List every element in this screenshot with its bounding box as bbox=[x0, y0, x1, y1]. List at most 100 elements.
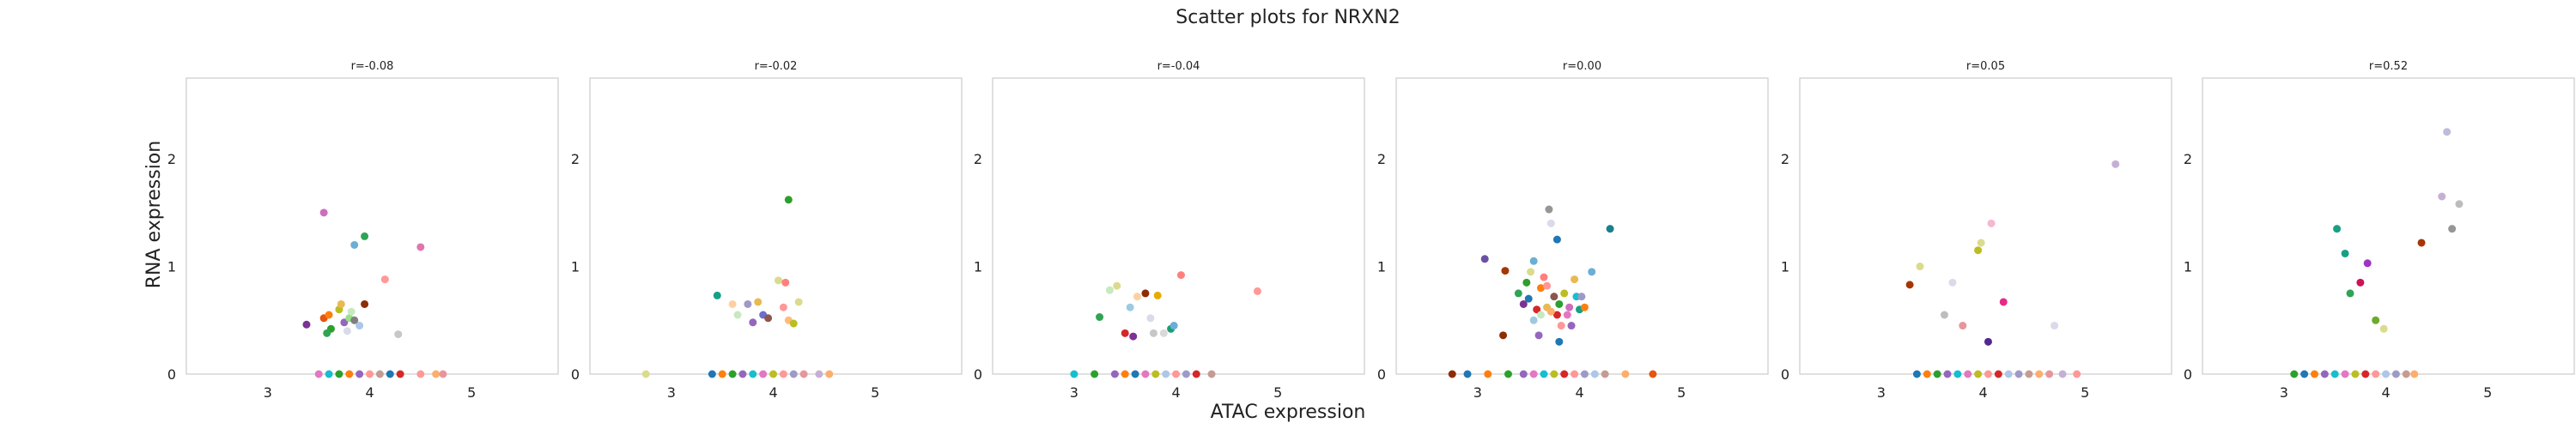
data-point bbox=[1923, 370, 1931, 378]
data-point bbox=[799, 370, 808, 378]
data-point bbox=[350, 240, 359, 249]
data-point bbox=[1527, 268, 1535, 276]
data-point bbox=[1113, 281, 1121, 290]
data-point bbox=[781, 278, 790, 287]
data-point bbox=[1943, 370, 1952, 378]
data-point bbox=[323, 329, 331, 337]
data-point bbox=[1552, 235, 1561, 244]
x-tick-label: 5 bbox=[871, 384, 879, 401]
data-point bbox=[754, 298, 762, 306]
data-point bbox=[789, 319, 798, 328]
data-point bbox=[2300, 370, 2309, 378]
data-point bbox=[396, 370, 404, 378]
data-point bbox=[2341, 249, 2349, 257]
y-tick-label: 1 bbox=[1377, 259, 1386, 275]
x-tick-label: 3 bbox=[1473, 384, 1482, 401]
y-tick-label: 1 bbox=[974, 259, 982, 275]
data-point bbox=[1129, 332, 1138, 341]
y-tick-label: 0 bbox=[1377, 366, 1386, 383]
data-point bbox=[439, 370, 447, 378]
data-point bbox=[2417, 239, 2426, 247]
data-point bbox=[718, 370, 726, 378]
data-point bbox=[769, 370, 778, 378]
data-point bbox=[1550, 293, 1558, 301]
data-point bbox=[2073, 370, 2081, 378]
data-point bbox=[779, 303, 787, 311]
data-point bbox=[2058, 370, 2067, 378]
data-point bbox=[2045, 370, 2054, 378]
data-point bbox=[375, 370, 384, 378]
data-point bbox=[2351, 370, 2360, 378]
data-point bbox=[1536, 311, 1545, 319]
data-point bbox=[1905, 281, 1914, 289]
data-point bbox=[1580, 303, 1589, 311]
data-point bbox=[1463, 370, 1472, 378]
data-point bbox=[1146, 314, 1155, 323]
plot-area bbox=[1799, 77, 2172, 375]
data-point bbox=[2438, 192, 2446, 201]
x-tick-label: 3 bbox=[1877, 384, 1886, 401]
data-point bbox=[1580, 370, 1589, 378]
data-point bbox=[784, 196, 793, 204]
data-point bbox=[1253, 287, 1261, 295]
data-point bbox=[1984, 370, 1992, 378]
data-point bbox=[2372, 370, 2380, 378]
y-tick-label: 2 bbox=[2184, 151, 2192, 167]
data-point bbox=[416, 243, 425, 251]
y-tick-label: 2 bbox=[167, 151, 176, 167]
data-point bbox=[1567, 322, 1576, 330]
data-point bbox=[1588, 268, 1596, 276]
data-point bbox=[1504, 370, 1512, 378]
plot-area bbox=[2202, 77, 2575, 375]
data-point bbox=[1571, 370, 1579, 378]
x-tick-label: 4 bbox=[1171, 384, 1180, 401]
data-point bbox=[764, 314, 773, 323]
y-tick-label: 0 bbox=[167, 366, 176, 383]
data-point bbox=[779, 370, 787, 378]
data-point bbox=[738, 370, 747, 378]
data-point bbox=[749, 318, 757, 327]
data-point bbox=[1519, 299, 1528, 308]
data-point bbox=[744, 299, 752, 308]
data-point bbox=[1141, 289, 1150, 298]
data-point bbox=[1110, 370, 1119, 378]
data-point bbox=[1560, 370, 1569, 378]
data-point bbox=[2448, 225, 2457, 233]
x-tick-label: 5 bbox=[1273, 384, 1282, 401]
scatter-panel: r=-0.02 3 4 5 0 1 2 bbox=[571, 60, 963, 401]
data-point bbox=[1948, 278, 1957, 287]
data-point bbox=[794, 298, 803, 306]
data-point bbox=[1953, 370, 1962, 378]
data-point bbox=[2320, 370, 2329, 378]
data-point bbox=[1555, 299, 1564, 308]
data-point bbox=[2333, 225, 2342, 233]
data-point bbox=[1974, 246, 1983, 255]
x-tick-label: 4 bbox=[1978, 384, 1987, 401]
data-point bbox=[2410, 370, 2419, 378]
data-point bbox=[789, 370, 798, 378]
data-point bbox=[386, 370, 394, 378]
x-tick-label: 4 bbox=[769, 384, 777, 401]
x-tick-label: 3 bbox=[1070, 384, 1078, 401]
y-tick-label: 1 bbox=[1781, 259, 1789, 275]
y-tick-label: 2 bbox=[571, 151, 580, 167]
data-point bbox=[1577, 293, 1586, 301]
x-tick-label: 5 bbox=[467, 384, 476, 401]
x-tick-label: 4 bbox=[2381, 384, 2390, 401]
data-point bbox=[416, 370, 425, 378]
data-point bbox=[1533, 305, 1541, 314]
x-tick-label: 5 bbox=[1677, 384, 1686, 401]
data-point bbox=[1916, 263, 1924, 271]
data-point bbox=[2346, 289, 2354, 298]
x-tick-label: 4 bbox=[1575, 384, 1583, 401]
data-point bbox=[1571, 275, 1579, 284]
data-point bbox=[1940, 311, 1948, 319]
data-point bbox=[1536, 284, 1545, 293]
x-tick-label: 5 bbox=[2081, 384, 2089, 401]
data-point bbox=[1543, 281, 1552, 290]
data-point bbox=[302, 320, 311, 329]
data-point bbox=[366, 370, 374, 378]
scatter-panel: r=0.05 3 4 5 0 1 2 bbox=[1781, 60, 2172, 401]
data-point bbox=[343, 327, 351, 335]
